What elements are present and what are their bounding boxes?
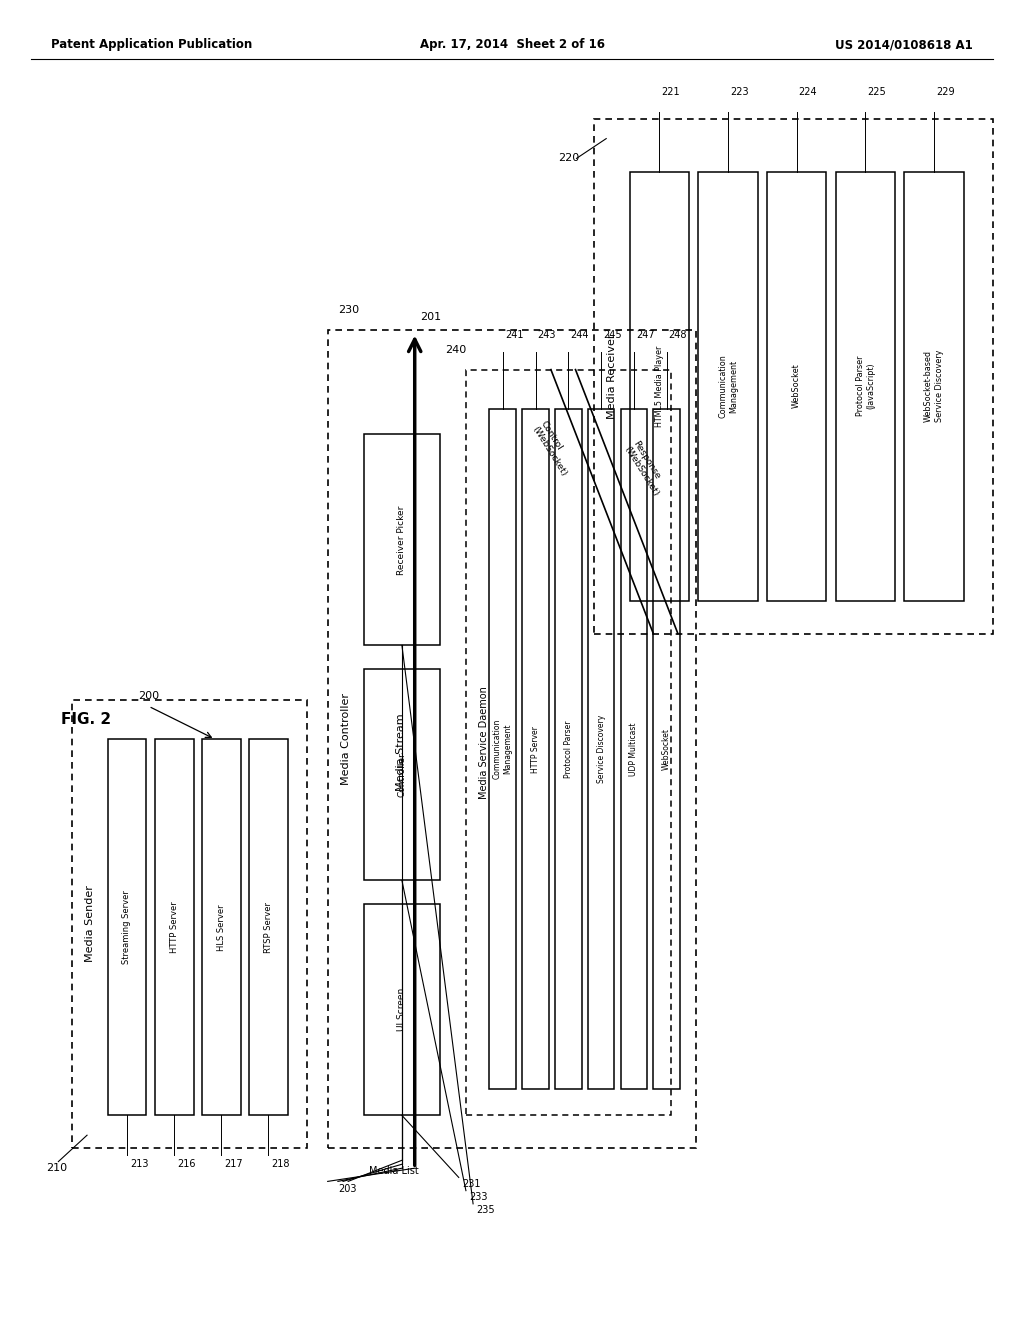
Text: US 2014/0108618 A1: US 2014/0108618 A1	[835, 38, 973, 51]
Text: 220: 220	[558, 153, 580, 164]
Bar	[202, 739, 241, 1115]
Text: 241: 241	[505, 330, 523, 341]
Text: 221: 221	[662, 87, 680, 98]
Text: WebSocket: WebSocket	[663, 729, 671, 770]
Text: Communication
Management: Communication Management	[494, 719, 512, 779]
Text: HTTP Server: HTTP Server	[531, 726, 540, 772]
Bar	[767, 172, 826, 601]
Text: Controller: Controller	[397, 752, 407, 797]
Text: Protocol Parser: Protocol Parser	[564, 721, 572, 777]
Bar	[328, 330, 696, 1148]
Text: WebSocket-based
Service Discovery: WebSocket-based Service Discovery	[925, 350, 943, 422]
Bar	[698, 172, 758, 601]
Text: HTML5 Media Player: HTML5 Media Player	[655, 346, 664, 426]
Bar	[588, 409, 614, 1089]
Bar	[555, 409, 582, 1089]
Bar	[364, 434, 440, 645]
Text: 247: 247	[636, 330, 654, 341]
Text: Media Controller: Media Controller	[341, 693, 351, 785]
Text: 243: 243	[538, 330, 556, 341]
Text: 201: 201	[420, 312, 441, 322]
Text: 217: 217	[224, 1159, 243, 1170]
Bar	[489, 409, 516, 1089]
Text: Response
(WebSocket): Response (WebSocket)	[623, 440, 670, 498]
Text: Patent Application Publication: Patent Application Publication	[51, 38, 253, 51]
Text: HLS Server: HLS Server	[217, 904, 225, 950]
Text: 224: 224	[799, 87, 817, 98]
Bar	[155, 739, 194, 1115]
Bar	[522, 409, 549, 1089]
Bar	[466, 370, 671, 1115]
Text: Service Discovery: Service Discovery	[597, 715, 605, 783]
Text: Communication
Management: Communication Management	[719, 354, 737, 418]
Text: UDP Multicast: UDP Multicast	[630, 722, 638, 776]
Text: WebSocket: WebSocket	[793, 364, 801, 408]
Text: 231: 231	[462, 1179, 480, 1189]
Bar	[653, 409, 680, 1089]
Text: 216: 216	[177, 1159, 196, 1170]
Text: 200: 200	[138, 690, 160, 701]
Bar	[836, 172, 895, 601]
Text: 248: 248	[669, 330, 687, 341]
Bar	[630, 172, 689, 601]
Text: 245: 245	[603, 330, 622, 341]
Text: Media Sender: Media Sender	[85, 886, 95, 962]
Bar	[108, 739, 146, 1115]
Text: Media Stream: Media Stream	[396, 714, 407, 791]
Text: Media Receiver: Media Receiver	[607, 334, 617, 418]
Text: RTSP Server: RTSP Server	[264, 902, 272, 953]
Text: Apr. 17, 2014  Sheet 2 of 16: Apr. 17, 2014 Sheet 2 of 16	[420, 38, 604, 51]
Text: 244: 244	[570, 330, 589, 341]
Text: 240: 240	[445, 345, 467, 355]
Text: UI Screen: UI Screen	[397, 989, 407, 1031]
Text: 213: 213	[130, 1159, 148, 1170]
Text: 218: 218	[271, 1159, 290, 1170]
Text: Media List: Media List	[369, 1166, 419, 1176]
Text: FIG. 2: FIG. 2	[61, 711, 112, 727]
Bar	[249, 739, 288, 1115]
Text: Streaming Server: Streaming Server	[123, 891, 131, 964]
Text: 223: 223	[730, 87, 749, 98]
Text: 210: 210	[46, 1163, 68, 1173]
Text: Protocol Parser
(JavaScript): Protocol Parser (JavaScript)	[856, 356, 874, 416]
Text: 235: 235	[476, 1205, 495, 1216]
Text: 225: 225	[867, 87, 886, 98]
Text: 233: 233	[469, 1192, 487, 1203]
Bar	[72, 700, 307, 1148]
Text: HTTP Server: HTTP Server	[170, 902, 178, 953]
Text: Media Service Daemon: Media Service Daemon	[479, 686, 489, 799]
Bar	[621, 409, 647, 1089]
Text: Control
(WebSocket): Control (WebSocket)	[530, 420, 578, 478]
Bar	[904, 172, 964, 601]
Text: Receiver Picker: Receiver Picker	[397, 506, 407, 574]
Bar	[364, 904, 440, 1115]
Text: 203: 203	[338, 1184, 356, 1195]
Bar	[594, 119, 993, 634]
Text: 229: 229	[936, 87, 954, 98]
Bar	[364, 669, 440, 880]
Text: 230: 230	[338, 305, 359, 315]
